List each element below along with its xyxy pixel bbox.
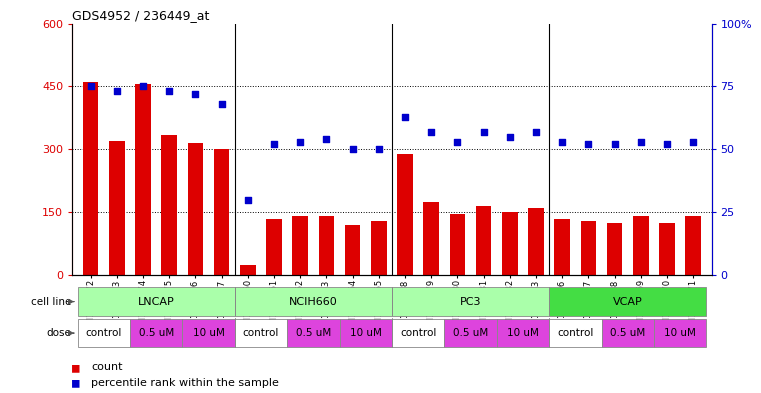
Bar [339,319,392,347]
Bar [476,206,492,275]
Bar [392,319,444,347]
Bar [183,319,234,347]
Bar [397,154,413,275]
Bar [392,287,549,316]
Bar [187,143,203,275]
Text: NCIH660: NCIH660 [289,297,338,307]
Point [111,88,123,95]
Bar [423,202,439,275]
Bar [554,219,570,275]
Text: control: control [243,328,279,338]
Text: 10 uM: 10 uM [193,328,224,338]
Point [477,129,489,135]
Bar [234,287,392,316]
Point [215,101,228,107]
Point [137,83,149,90]
Point [582,141,594,147]
Text: VCAP: VCAP [613,297,642,307]
Text: PC3: PC3 [460,297,481,307]
Bar [581,220,597,275]
Bar [654,319,706,347]
Bar [266,219,282,275]
Point [556,139,568,145]
Bar [633,217,648,275]
Bar [601,319,654,347]
Point [84,83,97,90]
Bar [240,264,256,275]
Bar [319,217,334,275]
Text: percentile rank within the sample: percentile rank within the sample [91,378,279,388]
Text: control: control [400,328,436,338]
Bar [528,208,544,275]
Point [295,139,307,145]
Point [609,141,621,147]
Text: count: count [91,362,123,373]
Bar [83,82,98,275]
Point [268,141,280,147]
Bar [686,217,701,275]
Bar [292,217,308,275]
Bar [78,287,234,316]
Bar [450,214,465,275]
Point [320,136,333,142]
Bar [135,84,151,275]
Text: GDS4952 / 236449_at: GDS4952 / 236449_at [72,9,210,22]
Bar [371,220,387,275]
Bar [549,287,706,316]
Bar [78,319,130,347]
Point [504,134,516,140]
Text: control: control [557,328,594,338]
Bar [109,141,125,275]
Point [163,88,175,95]
Point [373,146,385,152]
Bar [444,319,497,347]
Point [189,91,202,97]
Point [687,139,699,145]
Point [451,139,463,145]
Text: 10 uM: 10 uM [350,328,382,338]
Bar [607,223,622,275]
Text: 0.5 uM: 0.5 uM [453,328,488,338]
Bar [214,149,230,275]
Text: 0.5 uM: 0.5 uM [139,328,174,338]
Bar [497,319,549,347]
Point [635,139,647,145]
Point [425,129,438,135]
Text: control: control [85,328,122,338]
Bar [161,135,177,275]
Bar [345,225,361,275]
Point [661,141,673,147]
Bar [549,319,601,347]
Text: 10 uM: 10 uM [507,328,539,338]
Point [399,114,411,120]
Point [530,129,542,135]
Bar [659,223,675,275]
Bar [287,319,339,347]
Bar [502,212,517,275]
Bar [234,319,287,347]
Text: ■: ■ [72,376,80,390]
Bar [130,319,183,347]
Point [242,196,254,203]
Text: 0.5 uM: 0.5 uM [296,328,331,338]
Text: 10 uM: 10 uM [664,328,696,338]
Text: ■: ■ [72,361,80,374]
Text: dose: dose [46,328,72,338]
Text: cell line: cell line [31,297,72,307]
Text: 0.5 uM: 0.5 uM [610,328,645,338]
Text: LNCAP: LNCAP [138,297,174,307]
Point [346,146,358,152]
